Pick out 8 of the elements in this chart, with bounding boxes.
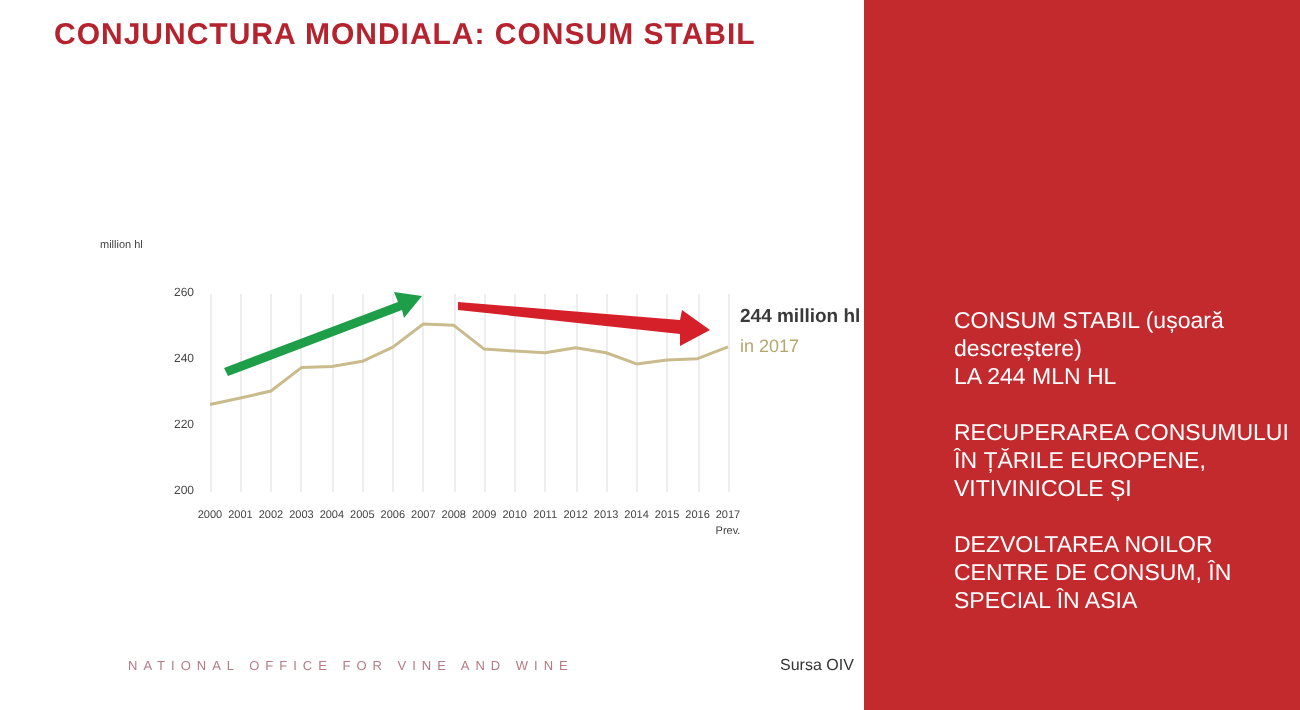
chart-title: CONJUNCTURA MONDIALA: CONSUM STABIL [54, 18, 756, 52]
text: RECUPERAREA CONSUMULUI ÎN ȚĂRILE EUROPENE, VITIVINICOLE ȘI [954, 420, 1291, 504]
annotation: 244 million hl [740, 305, 861, 328]
text: CONSUM STABIL (ușoară descreștere) LA 244 MLN HL [954, 308, 1226, 392]
annotation: in 2017 [740, 335, 800, 356]
line-series [208, 322, 730, 407]
text: Sursa OIV [780, 656, 854, 674]
text: DEZVOLTAREA NOILOR CENTRE DE CONSUM, ÎN SPECIAL ÎN ASIA [954, 532, 1234, 616]
